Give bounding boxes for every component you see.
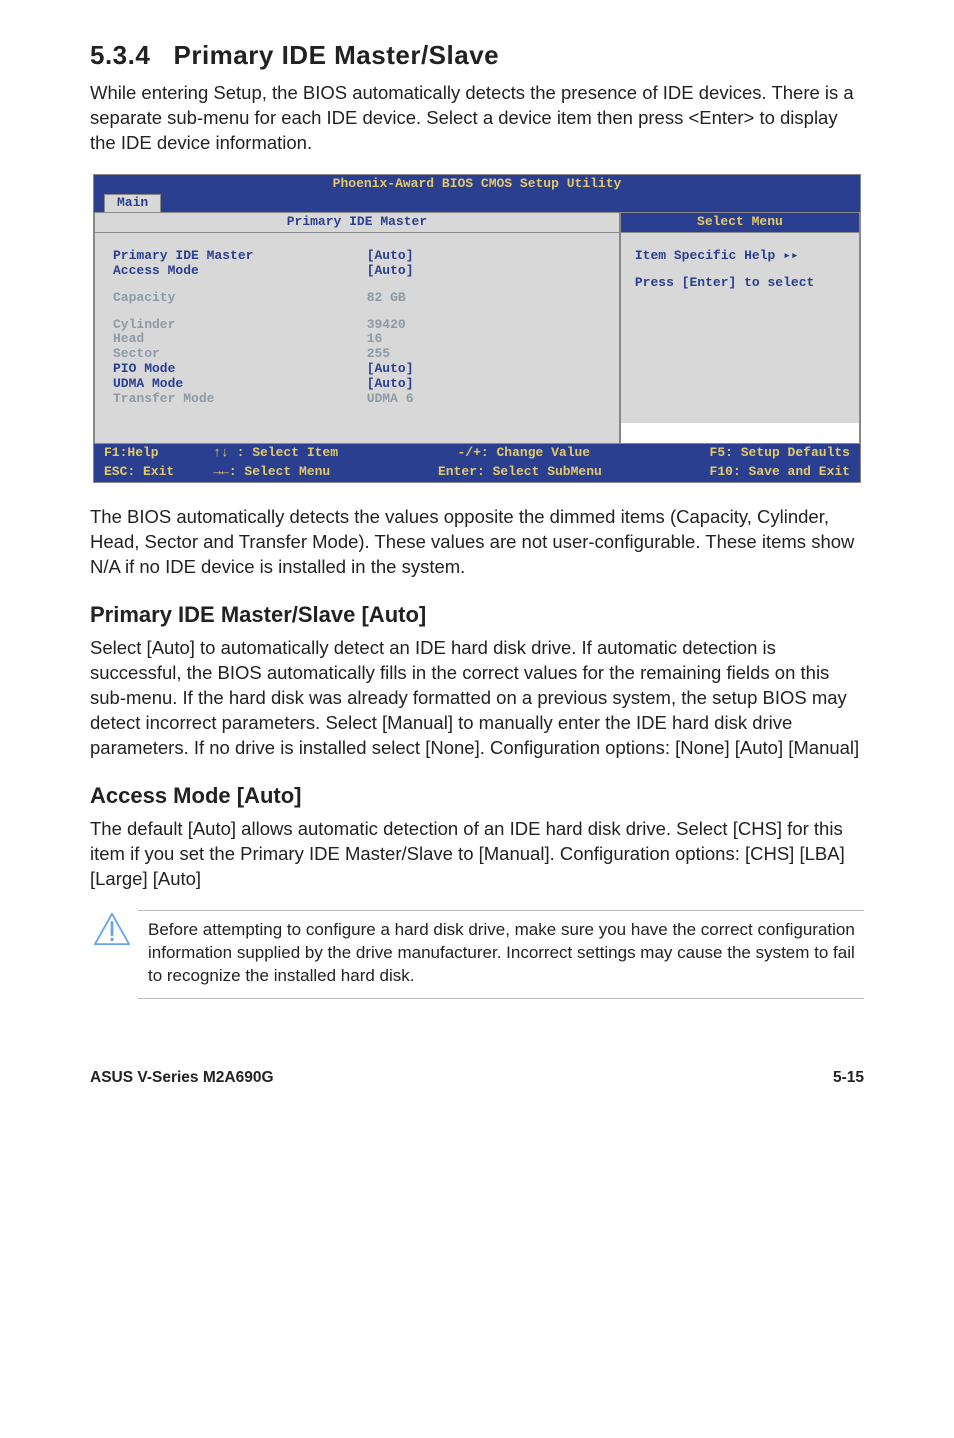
bios-row: Cylinder39420 xyxy=(113,318,601,333)
bios-row: Transfer ModeUDMA 6 xyxy=(113,392,601,407)
bios-menubar: Main xyxy=(94,194,860,212)
bios-footer-c2b: Enter: Select SubMenu xyxy=(438,465,602,480)
bios-row-value[interactable]: [Auto] xyxy=(367,362,414,377)
bios-row-label: Head xyxy=(113,332,367,347)
bios-row-value[interactable]: [Auto] xyxy=(367,264,414,279)
bios-footer-c1: F1:Help ↑↓ : Select Item xyxy=(104,446,338,461)
bios-row: Primary IDE Master[Auto] xyxy=(113,249,601,264)
bios-row-value: 255 xyxy=(367,347,390,362)
bios-left-header: Primary IDE Master xyxy=(95,213,619,233)
bios-row-value[interactable]: [Auto] xyxy=(367,377,414,392)
sub2-body: The default [Auto] allows automatic dete… xyxy=(90,817,864,892)
section-title: Primary IDE Master/Slave xyxy=(174,40,500,70)
section-heading: 5.3.4 Primary IDE Master/Slave xyxy=(90,40,864,71)
warning-icon xyxy=(90,910,134,999)
bios-row-label: Sector xyxy=(113,347,367,362)
bios-row: Sector255 xyxy=(113,347,601,362)
bios-row-value: UDMA 6 xyxy=(367,392,414,407)
note-callout: Before attempting to configure a hard di… xyxy=(90,910,864,999)
bios-row-label: PIO Mode xyxy=(113,362,367,377)
page-footer: ASUS V-Series M2A690G 5-15 xyxy=(90,1069,864,1087)
bios-footer-c3b: F10: Save and Exit xyxy=(710,465,850,480)
bios-row-value[interactable]: [Auto] xyxy=(367,249,414,264)
bios-row-label: Primary IDE Master xyxy=(113,249,367,264)
bios-footer: F1:Help ↑↓ : Select Item -/+: Change Val… xyxy=(94,444,860,463)
bios-row-value: 82 GB xyxy=(367,291,406,306)
bios-row: Head16 xyxy=(113,332,601,347)
footer-right: 5-15 xyxy=(833,1069,864,1087)
bios-help-line1: Item Specific Help ▸▸ xyxy=(635,249,845,264)
bios-row-label: UDMA Mode xyxy=(113,377,367,392)
note-text: Before attempting to configure a hard di… xyxy=(138,910,864,999)
bios-left-content: Primary IDE Master[Auto]Access Mode[Auto… xyxy=(95,233,619,443)
bios-right-header: Select Menu xyxy=(621,213,859,233)
bios-row: Access Mode[Auto] xyxy=(113,264,601,279)
bios-row: Capacity82 GB xyxy=(113,291,601,306)
bios-tab-main[interactable]: Main xyxy=(104,194,161,212)
bios-row-label: Capacity xyxy=(113,291,367,306)
bios-row-value: 39420 xyxy=(367,318,406,333)
bios-title: Phoenix-Award BIOS CMOS Setup Utility xyxy=(94,175,860,194)
bios-row-label: Transfer Mode xyxy=(113,392,367,407)
bios-row-label: Cylinder xyxy=(113,318,367,333)
sub1-heading: Primary IDE Master/Slave [Auto] xyxy=(90,602,864,628)
bios-help-line2: Press [Enter] to select xyxy=(635,276,845,291)
bios-left-panel: Primary IDE Master Primary IDE Master[Au… xyxy=(94,212,620,444)
bios-row: PIO Mode[Auto] xyxy=(113,362,601,377)
bios-row-value: 16 xyxy=(367,332,383,347)
bios-help-content: Item Specific Help ▸▸ Press [Enter] to s… xyxy=(621,233,859,423)
bios-row: UDMA Mode[Auto] xyxy=(113,377,601,392)
section-number: 5.3.4 xyxy=(90,40,150,70)
bios-footer-c3: F5: Setup Defaults xyxy=(710,446,850,461)
intro-paragraph: While entering Setup, the BIOS automatic… xyxy=(90,81,864,156)
after-bios-paragraph: The BIOS automatically detects the value… xyxy=(90,505,864,580)
sub2-heading: Access Mode [Auto] xyxy=(90,783,864,809)
bios-footer-c2: -/+: Change Value xyxy=(457,446,590,461)
bios-right-panel: Select Menu Item Specific Help ▸▸ Press … xyxy=(620,212,860,444)
footer-left: ASUS V-Series M2A690G xyxy=(90,1069,274,1087)
sub1-body: Select [Auto] to automatically detect an… xyxy=(90,636,864,761)
bios-screenshot: Phoenix-Award BIOS CMOS Setup Utility Ma… xyxy=(93,174,861,483)
bios-footer-c1b: ESC: Exit →←: Select Menu xyxy=(104,465,330,480)
bios-footer-2: ESC: Exit →←: Select Menu Enter: Select … xyxy=(94,463,860,482)
bios-row-label: Access Mode xyxy=(113,264,367,279)
